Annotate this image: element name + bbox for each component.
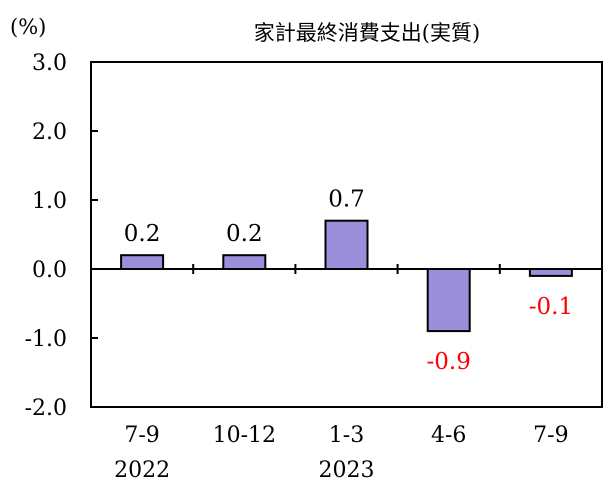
bar bbox=[426, 268, 471, 333]
x-tick-label: 4-6 bbox=[431, 423, 466, 448]
data-label: 0.2 bbox=[226, 221, 263, 247]
bars: 0.2 0.2 0.7 -0.9 -0.1 bbox=[120, 187, 573, 375]
data-label: 0.2 bbox=[124, 221, 161, 247]
y-tick-label: 3.0 bbox=[32, 51, 67, 76]
chart-title: 家計最終消費支出(実質) bbox=[254, 21, 480, 45]
x-tick-label: 1-3 bbox=[329, 423, 364, 448]
data-label: 0.7 bbox=[328, 187, 365, 213]
bar bbox=[528, 268, 573, 277]
x-tick-label: 7-9 bbox=[533, 423, 568, 448]
data-label: -0.1 bbox=[529, 294, 573, 320]
bar bbox=[120, 254, 165, 270]
x-tick-label: 7-9 bbox=[124, 423, 159, 448]
x-year-label: 2022 bbox=[114, 458, 170, 483]
y-tick-label: -2.0 bbox=[25, 396, 67, 421]
x-tick-label: 10-12 bbox=[213, 423, 276, 448]
y-tick-label: 1.0 bbox=[32, 189, 67, 214]
plot-frame bbox=[90, 61, 603, 408]
bar bbox=[324, 219, 369, 270]
y-tick-label: 0.0 bbox=[32, 258, 67, 283]
chart-unit-label: (%) bbox=[10, 15, 46, 39]
y-tick-label: 2.0 bbox=[32, 120, 67, 145]
bar bbox=[222, 254, 267, 270]
x-year-label: 2023 bbox=[319, 458, 375, 483]
y-tick-label: -1.0 bbox=[25, 327, 67, 352]
y-axis: 3.0 2.0 1.0 0.0 -1.0 -2.0 bbox=[25, 51, 98, 421]
x-axis: 7-9 2022 10-12 1-3 2023 4-6 7-9 bbox=[114, 423, 569, 483]
data-label: -0.9 bbox=[427, 349, 471, 375]
